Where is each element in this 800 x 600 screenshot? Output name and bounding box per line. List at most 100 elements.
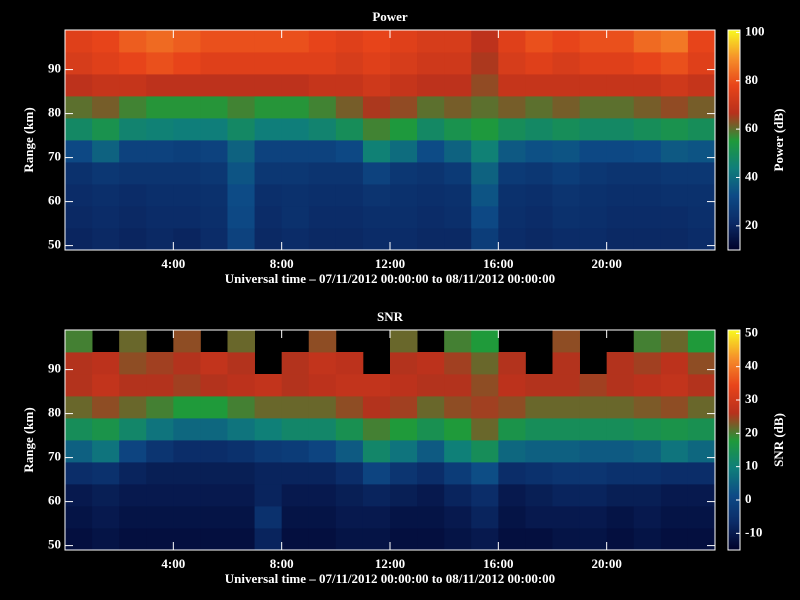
heatmap-cell: [579, 162, 608, 185]
colorbar-swatch: [728, 204, 740, 207]
y-tick-label: 70: [48, 149, 61, 164]
heatmap-cell: [146, 96, 174, 119]
colorbar-swatch: [728, 530, 740, 533]
heatmap-cell: [65, 74, 93, 97]
colorbar-swatch: [728, 342, 740, 345]
heatmap-cell: [471, 118, 499, 141]
heatmap-cell: [119, 52, 147, 75]
colorbar-swatch: [728, 378, 740, 381]
colorbar-swatch: [728, 524, 740, 527]
heatmap-cell: [173, 484, 201, 507]
colorbar-swatch: [728, 428, 740, 431]
heatmap-cell: [660, 374, 689, 397]
heatmap-cell: [552, 52, 580, 75]
colorbar-tick-label: 0: [745, 491, 752, 506]
heatmap-cell: [119, 118, 147, 141]
heatmap-cell: [362, 396, 391, 419]
heatmap-cell: [92, 418, 120, 441]
heatmap-cell: [633, 396, 662, 419]
heatmap-cell: [362, 206, 391, 229]
heatmap-cell: [390, 528, 418, 551]
colorbar-swatch: [728, 118, 740, 121]
heatmap-cell: [606, 140, 635, 163]
heatmap-cell: [498, 52, 526, 75]
heatmap-cell: [146, 228, 174, 251]
chart-title: SNR: [377, 309, 404, 324]
heatmap-cell: [687, 506, 716, 529]
colorbar-swatch: [728, 94, 740, 97]
heatmap-cell: [498, 118, 526, 141]
x-tick-label: 12:00: [375, 556, 405, 571]
colorbar-swatch: [728, 500, 740, 503]
colorbar-swatch: [728, 200, 740, 203]
heatmap-cell: [308, 52, 337, 75]
heatmap-cell: [390, 162, 418, 185]
heatmap-cell: [173, 418, 201, 441]
heatmap-cell: [173, 352, 201, 375]
colorbar-swatch: [728, 84, 740, 87]
heatmap-cell: [633, 74, 662, 97]
heatmap-cell: [498, 374, 526, 397]
heatmap-cell: [417, 74, 445, 97]
colorbar-swatch: [728, 508, 740, 511]
heatmap-cell: [606, 118, 635, 141]
heatmap-cell: [687, 118, 716, 141]
heatmap-cell: [65, 418, 93, 441]
heatmap-cell: [362, 506, 391, 529]
colorbar-swatch: [728, 46, 740, 49]
heatmap-cell: [687, 74, 716, 97]
heatmap-cell: [65, 374, 93, 397]
heatmap-cell: [146, 30, 174, 53]
heatmap-cell: [444, 206, 472, 229]
x-tick-label: 4:00: [161, 556, 185, 571]
heatmap-cell: [579, 440, 608, 463]
colorbar-swatch: [728, 468, 740, 471]
heatmap-cell: [552, 352, 580, 375]
colorbar-swatch: [728, 496, 740, 499]
heatmap-cell: [119, 74, 147, 97]
colorbar-swatch: [728, 506, 740, 509]
y-tick-label: 70: [48, 449, 61, 464]
colorbar-swatch: [728, 98, 740, 101]
colorbar-swatch: [728, 168, 740, 171]
heatmap-cell: [444, 184, 472, 207]
heatmap-cell: [660, 484, 689, 507]
colorbar-swatch: [728, 338, 740, 341]
heatmap-cell: [633, 52, 662, 75]
heatmap-cell: [390, 228, 418, 251]
heatmap-cell: [390, 506, 418, 529]
heatmap-cell: [335, 206, 364, 229]
heatmap-cell: [687, 462, 716, 485]
heatmap-cell: [552, 140, 580, 163]
colorbar-swatch: [728, 388, 740, 391]
heatmap-cell: [660, 440, 689, 463]
colorbar-swatch: [728, 466, 740, 469]
heatmap-cell: [362, 52, 391, 75]
colorbar-swatch: [728, 60, 740, 63]
colorbar-swatch: [728, 512, 740, 515]
heatmap-cell: [525, 140, 553, 163]
heatmap-cell: [606, 418, 635, 441]
heatmap-cell: [92, 206, 120, 229]
colorbar-swatch: [728, 138, 740, 141]
colorbar-swatch: [728, 154, 740, 157]
colorbar-swatch: [728, 396, 740, 399]
heatmap-cell: [579, 206, 608, 229]
colorbar-swatch: [728, 448, 740, 451]
heatmap-cell: [552, 484, 580, 507]
heatmap-cell: [65, 396, 93, 419]
colorbar-tick-label: 10: [745, 458, 758, 473]
heatmap-cell: [687, 374, 716, 397]
heatmap-cell: [417, 440, 445, 463]
colorbar-swatch: [728, 542, 740, 545]
colorbar-swatch: [728, 140, 740, 143]
colorbar-swatch: [728, 148, 740, 151]
colorbar-swatch: [728, 48, 740, 51]
heatmap-cell: [687, 484, 716, 507]
heatmap-cell: [660, 74, 689, 97]
colorbar-swatch: [728, 220, 740, 223]
colorbar-swatch: [728, 160, 740, 163]
colorbar-swatch: [728, 174, 740, 177]
heatmap-cell: [687, 162, 716, 185]
colorbar-swatch: [728, 244, 740, 247]
